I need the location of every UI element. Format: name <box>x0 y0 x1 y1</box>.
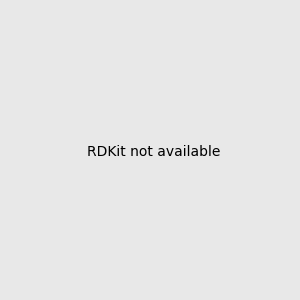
Text: RDKit not available: RDKit not available <box>87 145 220 158</box>
